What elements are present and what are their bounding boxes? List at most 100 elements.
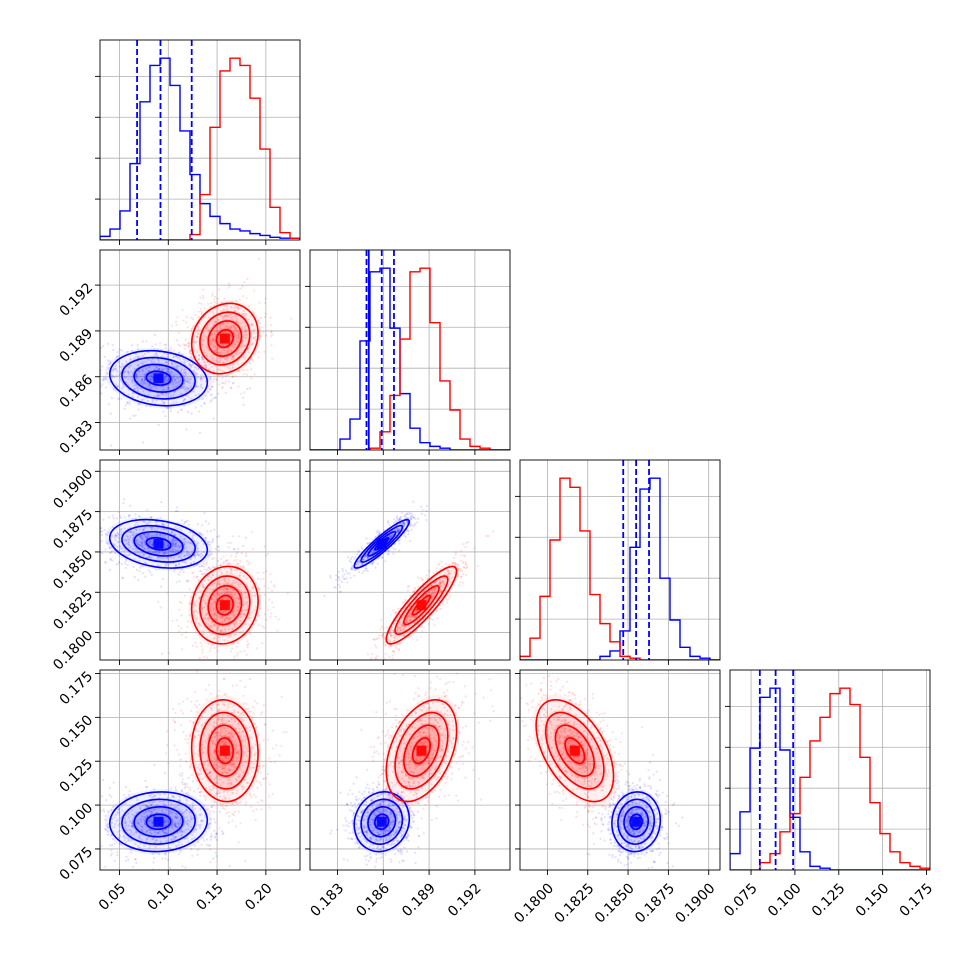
scatter-point (185, 553, 188, 556)
histogram-red-param-1 (310, 267, 510, 450)
scatter-point (181, 538, 184, 541)
scatter-point (402, 627, 405, 630)
scatter-point (238, 597, 241, 600)
scatter-point (200, 338, 204, 341)
scatter-point (217, 374, 220, 377)
scatter-point (191, 833, 194, 836)
scatter-point (177, 573, 180, 576)
scatter-point (411, 590, 415, 593)
scatter-point (406, 530, 409, 533)
scatter-point (135, 374, 138, 377)
scatter-point (210, 357, 213, 360)
scatter-point (164, 346, 167, 350)
scatter-point (350, 567, 353, 570)
scatter-point (439, 589, 442, 593)
scatter-point (168, 378, 171, 381)
scatter-point (188, 553, 191, 556)
scatter-point (198, 353, 201, 356)
scatter-point (217, 360, 220, 363)
scatter-point (146, 382, 149, 385)
scatter-point (118, 813, 121, 816)
scatter-point (173, 379, 176, 382)
scatter-point (122, 364, 125, 367)
scatter-point (120, 843, 123, 846)
scatter-point (235, 581, 238, 584)
scatter-point (231, 344, 234, 347)
scatter-point (146, 805, 149, 808)
scatter-point (130, 851, 133, 854)
scatter-point (182, 571, 185, 574)
scatter-point (242, 334, 246, 337)
scatter-point (419, 577, 422, 580)
scatter-point (214, 547, 217, 551)
scatter-point (133, 367, 136, 370)
scatter-point (135, 539, 138, 543)
scatter-point (440, 580, 443, 583)
scatter-point (129, 839, 132, 843)
scatter-point (115, 374, 118, 377)
scatter-point (427, 622, 430, 626)
scatter-point (205, 602, 208, 605)
scatter-point (205, 346, 208, 349)
scatter-point (133, 384, 136, 387)
scatter-point (372, 560, 375, 564)
scatter-point (96, 521, 98, 523)
scatter-point (183, 347, 186, 350)
scatter-point (145, 340, 148, 343)
scatter-point (366, 569, 369, 573)
scatter-point (178, 819, 181, 823)
scatter-point (387, 553, 390, 556)
histogram-series-group (100, 40, 300, 240)
scatter-point (396, 643, 399, 646)
scatter-point (134, 353, 138, 356)
scatter-point (229, 327, 232, 330)
scatter-point (143, 526, 147, 530)
scatter-point (191, 644, 194, 647)
scatter-point (166, 369, 169, 372)
scatter-point (187, 342, 190, 345)
scatter-point (207, 329, 210, 332)
scatter-point (335, 578, 338, 581)
scatter-point (225, 559, 228, 562)
scatter-point (145, 810, 148, 813)
scatter-point (106, 542, 109, 545)
scatter-point (228, 326, 231, 329)
scatter-point (185, 377, 188, 380)
scatter-point (358, 571, 361, 574)
scatter-point (142, 528, 145, 532)
scatter-point (199, 296, 202, 299)
contour-red-2 (199, 575, 251, 635)
scatter-point (247, 351, 250, 354)
contour-blue-0 (145, 537, 172, 551)
scatter-point (159, 516, 162, 519)
scatter-point (177, 807, 180, 810)
histogram-panel-0 (95, 39, 301, 245)
scatter-point (198, 301, 201, 305)
scatter-point (159, 342, 162, 345)
scatter-point (110, 444, 113, 447)
scatter-point (117, 540, 120, 543)
scatter-point (188, 820, 191, 823)
scatter-point (350, 568, 353, 571)
scatter-point (159, 556, 162, 559)
scatter-point (215, 351, 218, 354)
scatter-point (110, 550, 113, 553)
scatter-point (178, 580, 181, 583)
scatter-point (155, 351, 158, 354)
scatter-point (170, 531, 173, 535)
scatter-point (178, 380, 181, 383)
scatter-point (408, 619, 411, 622)
scatter-point (236, 320, 239, 323)
scatter-point (119, 531, 122, 534)
scatter-point (134, 375, 137, 378)
scatter-point (213, 606, 216, 610)
scatter-point (221, 310, 224, 313)
x-tick-label: 0.075 (721, 880, 761, 920)
scatter-point (408, 615, 411, 618)
scatter-point (182, 343, 185, 346)
scatter-point (199, 377, 202, 380)
scatter-point (218, 361, 221, 364)
scatter-point (112, 517, 115, 520)
scatter-point (141, 537, 144, 541)
scatter-point (96, 813, 98, 815)
